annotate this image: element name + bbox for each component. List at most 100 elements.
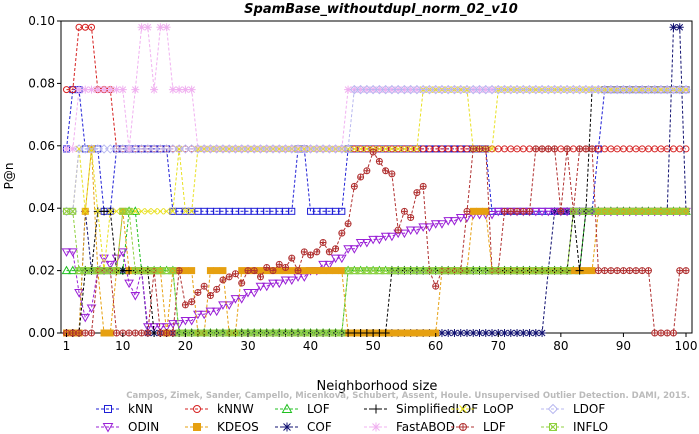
legend-item-simplifiedlof: SimplifiedLOF (364, 402, 478, 416)
data-point-marker (224, 301, 235, 310)
data-point-marker (307, 251, 315, 259)
data-point-marker (393, 84, 403, 95)
data-point-marker (105, 144, 116, 154)
data-point-marker (338, 229, 346, 237)
data-point-marker (638, 267, 646, 275)
data-point-marker (318, 144, 328, 154)
data-point-marker (274, 144, 284, 154)
data-point-marker (263, 263, 271, 271)
data-point-marker (469, 329, 478, 337)
data-point-marker (437, 84, 447, 95)
data-point-marker (230, 144, 241, 154)
data-point-marker (651, 329, 659, 337)
data-point-marker (288, 207, 296, 215)
data-point-marker (105, 260, 116, 270)
data-point-marker (424, 84, 435, 95)
data-point-marker (193, 405, 201, 413)
data-point-marker (86, 304, 97, 314)
data-point-marker (161, 323, 172, 332)
data-point-marker (538, 329, 547, 337)
data-point-marker (125, 329, 133, 337)
data-point-marker (644, 267, 652, 275)
data-point-marker (87, 85, 96, 94)
series-line (66, 89, 686, 271)
data-point-marker (371, 422, 381, 432)
data-point-marker (380, 232, 391, 242)
data-point-marker (330, 254, 341, 264)
legend-item-loop: LoOP (451, 402, 514, 416)
data-point-marker (355, 84, 366, 95)
data-point-marker (394, 329, 402, 337)
data-point-marker (374, 84, 385, 95)
data-point-marker (181, 301, 189, 309)
data-point-marker (300, 267, 308, 275)
data-point-marker (294, 267, 302, 275)
data-point-marker (593, 84, 604, 95)
data-point-marker (531, 84, 541, 95)
data-point-marker (419, 182, 427, 190)
data-point-marker (368, 84, 378, 95)
data-point-marker (563, 145, 571, 153)
data-point-marker (356, 85, 365, 94)
data-point-marker (262, 144, 272, 154)
data-point-marker (569, 267, 577, 275)
data-point-marker (474, 84, 485, 95)
data-point-marker (168, 85, 177, 94)
data-point-marker (450, 329, 459, 337)
data-point-marker (557, 207, 565, 215)
data-point-marker (644, 207, 652, 215)
data-point-marker (675, 84, 685, 95)
data-point-marker (538, 145, 546, 153)
legend-label: kNNW (217, 402, 254, 416)
data-point-marker (443, 84, 453, 95)
x-tick-label: 70 (491, 339, 506, 353)
data-point-marker (188, 298, 196, 306)
data-point-marker (61, 248, 72, 257)
data-point-marker (419, 329, 427, 337)
data-point-marker (618, 84, 629, 95)
data-point-marker (67, 265, 78, 275)
data-point-marker (218, 144, 228, 154)
data-point-marker (124, 144, 134, 154)
data-point-marker (382, 145, 389, 153)
data-point-marker (269, 267, 277, 275)
plot-area (60, 20, 693, 337)
data-point-marker (187, 85, 196, 94)
data-point-marker (275, 260, 283, 268)
data-point-marker (181, 267, 189, 275)
data-point-marker (581, 84, 591, 95)
data-point-marker (293, 144, 303, 154)
data-point-marker (194, 288, 202, 296)
data-point-marker (547, 403, 559, 415)
data-point-marker (313, 248, 321, 256)
data-point-marker (368, 235, 378, 245)
data-point-marker (487, 84, 497, 95)
data-point-marker (668, 84, 679, 95)
data-point-marker (68, 144, 77, 153)
legend-label: INFLO (573, 420, 608, 434)
data-point-marker (332, 245, 340, 253)
data-point-marker (300, 248, 308, 256)
data-point-marker (106, 329, 114, 337)
data-point-marker (182, 207, 189, 215)
data-point-marker (186, 317, 197, 326)
data-point-marker (219, 267, 227, 275)
data-point-marker (275, 267, 283, 275)
data-point-marker (413, 189, 421, 197)
data-point-marker (249, 144, 259, 154)
legend-item-cof: COF (275, 420, 332, 434)
data-point-marker (155, 144, 166, 154)
data-point-marker (118, 85, 127, 94)
data-point-marker (143, 144, 153, 154)
data-point-marker (332, 267, 340, 275)
data-point-marker (343, 144, 353, 154)
x-tick-label: 90 (616, 339, 631, 353)
legend-label: FastABOD (396, 420, 455, 434)
data-point-marker (113, 329, 121, 337)
series-inflo (63, 207, 690, 337)
data-point-marker (88, 23, 96, 31)
data-point-marker (81, 85, 90, 94)
x-axis: 1 10 20 30 40 50 60 70 80 90 100 (63, 333, 697, 353)
data-point-marker (162, 23, 171, 32)
